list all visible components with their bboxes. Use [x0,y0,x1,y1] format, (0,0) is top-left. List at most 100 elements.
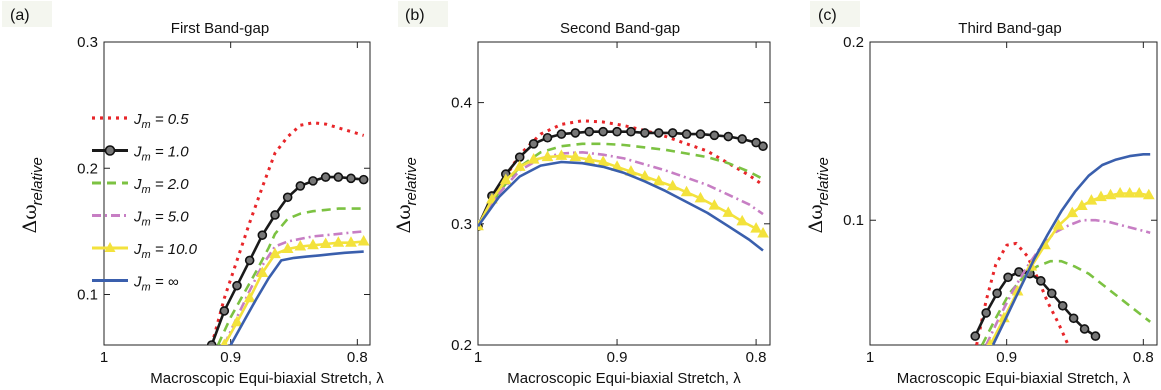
series-group [478,119,769,252]
y-axis-label-main: Δω [805,204,827,233]
panel-a: (a) First Band-gap 1 0.9 0.8 0.1 0.2 0.3 Macro… [2,1,384,387]
data-point [1046,288,1057,299]
data-point [486,193,498,204]
data-point [1133,186,1146,198]
y-axis-label-sub: relative [815,157,832,205]
x-tick-label: 0.8 [1133,349,1154,366]
series-line [975,241,1070,345]
data-point [541,150,554,162]
data-point [556,129,567,139]
series-line [478,154,764,235]
data-point [308,176,318,186]
y-tick-label: 0.1 [843,212,864,229]
data-point [694,191,707,203]
data-point [1114,186,1126,198]
x-tick-label: 1 [866,349,874,366]
x-tick-label: 1 [100,349,108,366]
data-point [346,173,356,184]
series-line [478,151,764,227]
y-tick-label: 0.3 [77,34,98,51]
data-point [653,128,664,138]
panel-c-title: Third Band-gap [958,20,1061,37]
legend-label: Jm = 10.0 [133,241,198,261]
x-axis-label: Macroscopic Equi-biaxial Stretch, λ [897,370,1131,387]
panel-b-label: (b) [405,7,425,24]
data-point [514,152,525,162]
panel-a-legend: Jm = 0.5 Jm = 1.0 Jm = 2.0 Jm = 5.0 Jm = 10.… [92,111,198,294]
y-tick-label: 0.1 [77,287,98,304]
data-point [1036,276,1046,286]
series-line [974,270,1097,338]
data-point [345,236,357,247]
data-point [1085,194,1098,205]
data-point [1090,331,1101,341]
legend-label: Jm = 2.0 [133,176,189,196]
data-point [1066,206,1079,218]
series-line [478,160,764,252]
y-axis-label-sub: relative [29,157,46,205]
data-point [757,226,769,238]
data-point [358,174,369,185]
legend-marker [104,145,116,156]
x-tick-label: 0.9 [220,349,241,366]
data-point [992,288,1002,299]
data-point [231,315,243,327]
axes-frame [869,41,1158,346]
data-point [333,172,344,182]
data-point [243,291,256,303]
data-point [1079,324,1090,334]
legend-label: Jm = ∞ [133,274,179,294]
y-tick-label: 0.4 [451,95,472,112]
data-point [709,130,720,141]
data-point [281,242,294,254]
data-point [695,129,706,139]
y-tick-label: 0.2 [77,160,98,177]
data-point [528,139,539,149]
panel-c-label-bg [810,1,860,27]
axes-frame [103,41,371,346]
data-point [652,174,665,186]
x-tick-label: 1 [474,349,482,366]
data-point [626,126,636,137]
data-point [307,238,319,250]
x-tick-label: 0.8 [746,349,767,366]
data-point [1003,272,1013,283]
data-point [708,199,721,210]
legend-label: Jm = 5.0 [133,209,189,229]
panel-b-title: Second Band-gap [560,20,680,37]
data-point [1104,188,1117,200]
data-point [640,128,650,138]
panel-b-label-bg [398,1,448,27]
data-point [750,222,762,233]
data-point [555,149,568,160]
series-line [991,153,1151,345]
legend-label: Jm = 1.0 [133,144,189,164]
data-point [256,266,269,278]
data-point [499,173,512,185]
y-tick-label: 0.3 [451,216,472,233]
y-axis-label-sub: relative [403,157,420,205]
data-point [257,230,268,240]
panel-b: (b) Second Band-gap 1 0.9 0.8 0.2 0.3 0.4 Macr… [393,1,771,387]
data-point [269,247,281,259]
data-point [1068,313,1079,324]
data-point [981,308,991,318]
panel-c-label: (c) [818,7,837,24]
x-tick-label: 0.9 [996,349,1017,366]
data-point [294,239,307,251]
data-point [970,331,981,341]
data-point [357,234,370,246]
data-point [681,129,692,139]
x-axis-label: Macroscopic Equi-biaxial Stretch, λ [507,370,741,387]
data-point [1052,219,1065,230]
legend-marker [104,242,116,252]
data-point [680,185,693,197]
series-group [206,121,370,345]
data-point [1057,300,1068,311]
panel-a-label: (a) [10,7,30,24]
x-tick-label: 0.8 [347,349,368,366]
panel-c: (c) Third Band-gap 1 0.9 0.8 0.1 0.2 Macrosco… [805,1,1158,387]
